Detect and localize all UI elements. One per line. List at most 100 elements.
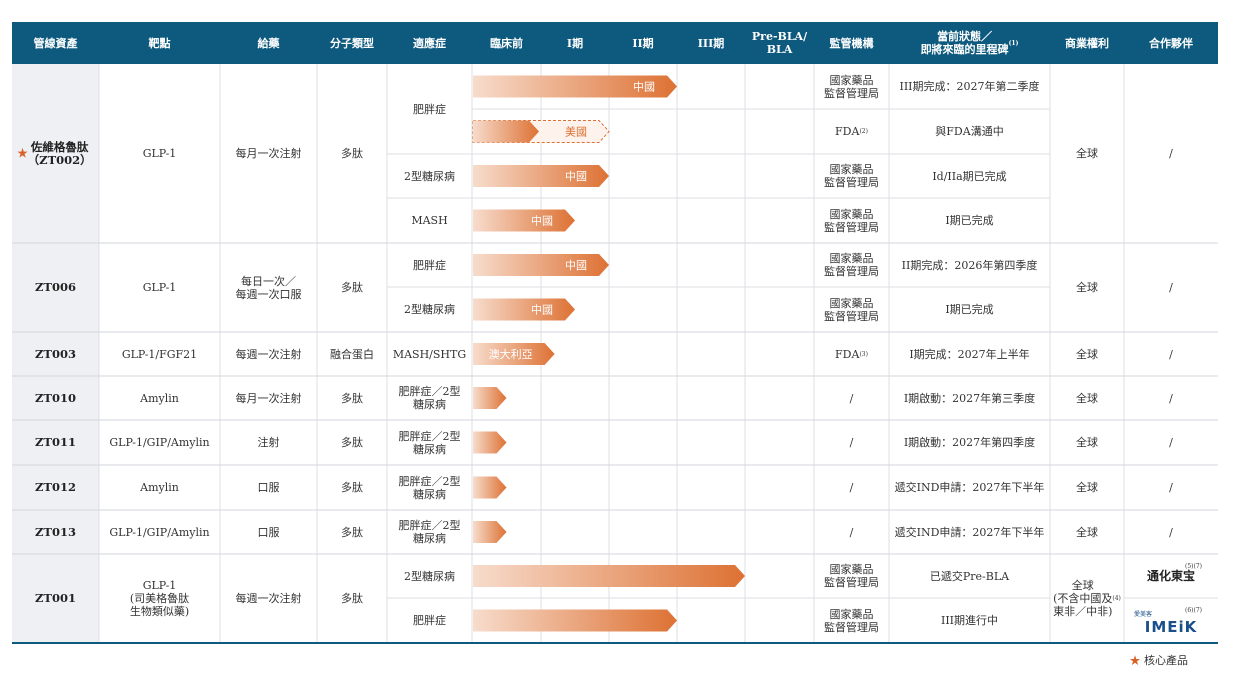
bar-region-label: 中國 bbox=[531, 304, 553, 317]
indication-cell: 肥胖症／2型 糖尿病 bbox=[398, 474, 461, 501]
legend-label: 核心產品 bbox=[1144, 654, 1188, 667]
bar-region-label: 中國 bbox=[565, 170, 587, 183]
partner-cell: / bbox=[1169, 147, 1173, 160]
dosing-cell: 每月一次注射 bbox=[235, 147, 302, 160]
regulator-cell: 國家藥品 監督管理局 bbox=[824, 563, 879, 589]
asset-name: ZT001 bbox=[35, 591, 76, 605]
regulator-cell: 國家藥品 監督管理局 bbox=[824, 296, 879, 323]
partner-cell: / bbox=[1169, 391, 1173, 405]
partner-footnote: (5)(7) bbox=[1185, 563, 1202, 570]
status-cell: II期完成：2026年第四季度 bbox=[901, 258, 1038, 272]
progress-bar bbox=[473, 298, 575, 321]
molecule-cell: 融合蛋白 bbox=[330, 347, 374, 361]
rights-cell: 全球 bbox=[1076, 481, 1098, 494]
indication-cell: 2型糖尿病 bbox=[404, 569, 455, 583]
progress-bar bbox=[473, 343, 555, 365]
molecule-cell: 多肽 bbox=[341, 281, 363, 294]
dosing-cell: 每週一次注射 bbox=[235, 592, 302, 605]
progress-bar bbox=[473, 609, 677, 632]
rights-cell: 全球 bbox=[1076, 391, 1098, 405]
regulator-cell: 國家藥品 監督管理局 bbox=[824, 207, 879, 234]
legend: ★ 核心產品 bbox=[1130, 652, 1189, 668]
status-cell: I期完成：2027年上半年 bbox=[909, 347, 1030, 361]
partner-logo: 愛美客 IMEiK (6)(7) bbox=[1124, 598, 1218, 643]
header-cell: 臨床前 bbox=[490, 36, 523, 50]
dosing-cell: 每日一次／ 每週一次口服 bbox=[235, 274, 302, 301]
header-cell: 分子類型 bbox=[330, 36, 374, 50]
progress-bar bbox=[473, 565, 745, 587]
indication-cell: 肥胖症 bbox=[413, 258, 446, 272]
regulator-cell: / bbox=[849, 481, 854, 494]
status-cell: 與FDA溝通中 bbox=[935, 125, 1004, 138]
partner-cell: / bbox=[1169, 347, 1173, 361]
partner-logo-text: IMEiK bbox=[1144, 617, 1198, 636]
header-cell: 給藥 bbox=[257, 36, 280, 50]
partner-cell: / bbox=[1169, 525, 1173, 539]
status-cell: 已遞交Pre-BLA bbox=[929, 569, 1010, 583]
asset-name: ZT010 bbox=[35, 390, 76, 405]
target-cell: GLP-1/GIP/Amylin bbox=[109, 436, 210, 449]
progress-bar bbox=[473, 431, 507, 454]
bar-region-label: 澳大利亞 bbox=[489, 347, 533, 361]
asset-name: ZT011 bbox=[35, 435, 76, 449]
bar-region-label: 中國 bbox=[531, 215, 553, 228]
status-cell: III期進行中 bbox=[940, 614, 999, 627]
header-footnote: (1) bbox=[1008, 39, 1019, 47]
header-cell: 當前狀態／ 即將來臨的里程碑 (1) bbox=[920, 30, 1019, 56]
asset-name: ZT003 bbox=[35, 346, 76, 361]
target-cell: Amylin bbox=[140, 391, 179, 405]
dosing-cell: 每週一次注射 bbox=[235, 347, 302, 361]
asset-name: ZT006 bbox=[35, 280, 76, 294]
regulator-cell: / bbox=[849, 436, 854, 449]
header-cell: 適應症 bbox=[413, 36, 446, 50]
dosing-cell: 口服 bbox=[257, 525, 280, 539]
asset-name: ZT012 bbox=[35, 480, 76, 494]
indication-cell: 肥胖症 bbox=[413, 102, 446, 116]
header-cell: III期 bbox=[697, 36, 725, 50]
header-cell: 商業權利 bbox=[1065, 36, 1109, 50]
status-cell: 遞交IND申請：2027年下半年 bbox=[894, 525, 1045, 539]
progress-bar bbox=[473, 165, 609, 187]
table-header-bar bbox=[12, 22, 1218, 64]
regulator-footnote: (2) bbox=[859, 128, 868, 135]
target-cell: GLP-1/GIP/Amylin bbox=[109, 525, 210, 539]
progress-bar bbox=[473, 387, 507, 409]
bar-region-label: 中國 bbox=[633, 81, 655, 94]
header-cell: 合作夥伴 bbox=[1149, 36, 1193, 50]
rights-cell: 全球 bbox=[1076, 525, 1098, 539]
asset-name: ★ 佐維格魯肽 （ZT002） bbox=[17, 139, 92, 167]
indication-cell: MASH bbox=[411, 214, 448, 227]
status-cell: 遞交IND申請：2027年下半年 bbox=[894, 481, 1045, 494]
rights-cell: 全球 bbox=[1076, 436, 1098, 449]
status-cell: Id/IIa期已完成 bbox=[932, 169, 1007, 183]
partner-logo-subtitle: 愛美客 bbox=[1134, 610, 1153, 618]
target-cell: GLP-1 bbox=[142, 147, 177, 160]
regulator-cell: FDA (2) bbox=[835, 125, 868, 138]
molecule-cell: 多肽 bbox=[341, 436, 363, 449]
indication-cell: 肥胖症 bbox=[413, 614, 446, 627]
rights-cell: 全球 bbox=[1076, 347, 1098, 361]
regulator-cell: / bbox=[849, 525, 854, 539]
regulator-cell: 國家藥品 監督管理局 bbox=[824, 73, 879, 100]
rights-cell: 全球 (不含中國及 東非／中非) (4) bbox=[1053, 579, 1121, 618]
regulator-cell: FDA (3) bbox=[835, 347, 868, 361]
regulator-cell: / bbox=[849, 391, 854, 405]
indication-cell: MASH/SHTG bbox=[392, 347, 467, 361]
target-cell: GLP-1 bbox=[142, 281, 177, 294]
progress-bar bbox=[473, 209, 575, 232]
molecule-cell: 多肽 bbox=[341, 481, 363, 494]
dosing-cell: 口服 bbox=[257, 481, 280, 494]
asset-name: ZT013 bbox=[35, 524, 76, 539]
header-cell: 靶點 bbox=[148, 36, 171, 50]
molecule-cell: 多肽 bbox=[341, 592, 363, 605]
partner-cell: / bbox=[1169, 481, 1173, 494]
partner-cell: / bbox=[1169, 281, 1173, 294]
status-cell: I期已完成 bbox=[945, 303, 994, 316]
regulator-footnote: (3) bbox=[859, 350, 868, 358]
rights-footnote: (4) bbox=[1112, 595, 1121, 602]
header-cell: Pre-BLA/BLA bbox=[751, 30, 808, 56]
asset-column-shade bbox=[12, 64, 99, 643]
regulator-cell: 國家藥品 監督管理局 bbox=[824, 163, 879, 189]
header-cell: 監管機構 bbox=[829, 36, 874, 50]
